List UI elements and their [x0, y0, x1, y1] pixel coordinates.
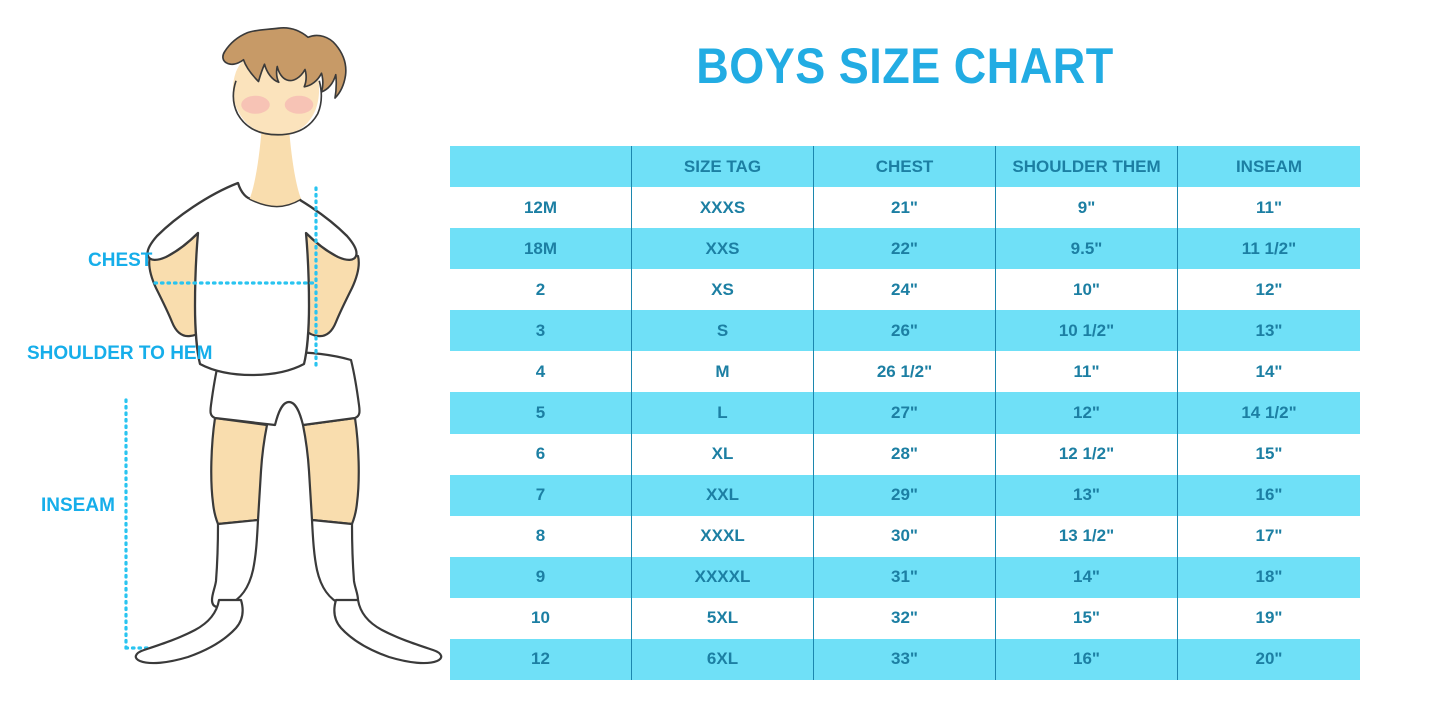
svg-text:CHEST: CHEST	[88, 250, 153, 271]
svg-text:INSEAM: INSEAM	[41, 495, 115, 516]
svg-text:SHOULDER TO HEM: SHOULDER TO HEM	[27, 343, 212, 364]
